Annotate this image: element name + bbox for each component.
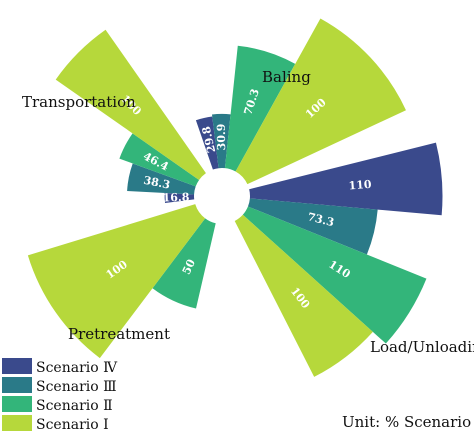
bar-load-unloading-scenario	[234, 214, 373, 377]
bar-transportation-scenario	[164, 192, 195, 203]
legend-label-scenario-iii: Scenario Ⅲ	[36, 379, 117, 395]
legend: Scenario Ⅳ Scenario Ⅲ Scenario Ⅱ Scenari…	[2, 358, 118, 433]
category-label-load-unloading: Load/Unloading	[370, 338, 474, 356]
legend-label-scenario-i: Scenario Ⅰ	[36, 417, 109, 433]
bar-baling-scenario	[211, 113, 231, 169]
legend-label-scenario-ii: Scenario Ⅱ	[36, 398, 113, 414]
category-label-pretreatment: Pretreatment	[68, 325, 170, 343]
bar-load-unloading-scenario	[247, 198, 378, 255]
bar-pretreatment-scenario	[27, 204, 206, 359]
value-label-transportation-1: 38.3	[142, 174, 171, 192]
bar-transportation-scenario	[55, 29, 206, 180]
bar-baling-scenario	[195, 116, 219, 170]
legend-swatch-scenario-ii	[2, 396, 32, 412]
value-label-pretreatment-2: 50	[180, 257, 198, 277]
bar-transportation-scenario	[119, 133, 200, 187]
bar-pretreatment-scenario	[152, 218, 216, 309]
bar-load-unloading-scenario	[242, 206, 427, 344]
legend-swatch-scenario-i	[2, 415, 32, 431]
value-label-load-unloading-0: 110	[348, 178, 372, 193]
bar-baling-scenario	[235, 18, 406, 185]
bar-transportation-scenario	[127, 163, 196, 195]
bar-baling-scenario	[224, 45, 296, 172]
bar-load-unloading-scenario	[249, 142, 443, 216]
legend-swatch-scenario-iii	[2, 377, 32, 393]
category-label-transportation: Transportation	[22, 93, 136, 111]
value-label-transportation-0: 16.8	[162, 191, 190, 205]
legend-label-scenario-iv: Scenario Ⅳ	[36, 360, 118, 376]
value-label-baling-1: 30.9	[215, 124, 228, 151]
chart-bars	[27, 18, 443, 377]
value-label-load-unloading-1: 73.3	[306, 210, 335, 229]
unit-note: Unit: % Scenario Ⅰ	[342, 413, 474, 431]
legend-swatch-scenario-iv	[2, 358, 32, 374]
value-label-baling-0: 29.8	[200, 125, 219, 154]
category-label-baling: Baling	[262, 68, 311, 86]
